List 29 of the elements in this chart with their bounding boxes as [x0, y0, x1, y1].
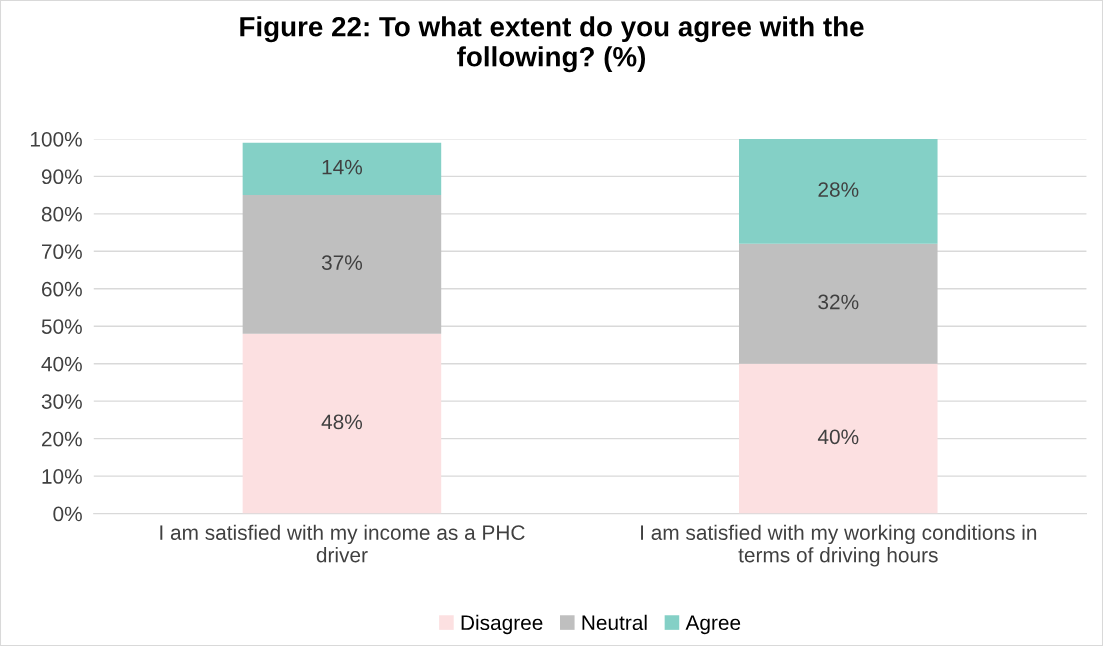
- y-tick-label: 70%: [42, 244, 82, 260]
- x-tick-label: I am satisfied with my income as a PHC driver: [160, 524, 525, 563]
- chart-title: Figure 22: To what extent do you agree with the following? (%): [240, 16, 864, 73]
- y-tick-label: 80%: [41, 206, 82, 222]
- y-tick-label: 60%: [42, 281, 82, 297]
- legend-label: Neutral: [582, 614, 647, 631]
- bar: [242, 195, 442, 334]
- y-tick-label: 40%: [41, 356, 82, 372]
- y-tick-label: 30%: [41, 394, 82, 409]
- legend-label: Agree: [685, 615, 741, 635]
- legend-label: Disagree: [461, 614, 543, 635]
- bar: [242, 333, 442, 514]
- data-label: 14%: [322, 159, 363, 175]
- y-tick-label: 90%: [41, 169, 82, 185]
- x-tick-label: I am satisfied with my working conditions in terms of driving hours: [641, 524, 1037, 567]
- y-tick-label: 20%: [42, 431, 82, 447]
- data-label: 37%: [321, 255, 363, 270]
- data-label: 48%: [321, 414, 363, 430]
- bar: [739, 243, 938, 364]
- y-tick-label: 0%: [53, 506, 82, 522]
- y-tick-label: 100%: [30, 131, 82, 147]
- bar: [739, 363, 938, 514]
- y-tick-label: 10%: [42, 469, 82, 484]
- bar: [242, 142, 442, 196]
- data-label: 32%: [818, 294, 859, 310]
- data-label: 40%: [817, 429, 859, 445]
- bar: [739, 138, 938, 244]
- y-tick-label: 50%: [41, 319, 82, 334]
- data-label: 28%: [818, 182, 859, 197]
